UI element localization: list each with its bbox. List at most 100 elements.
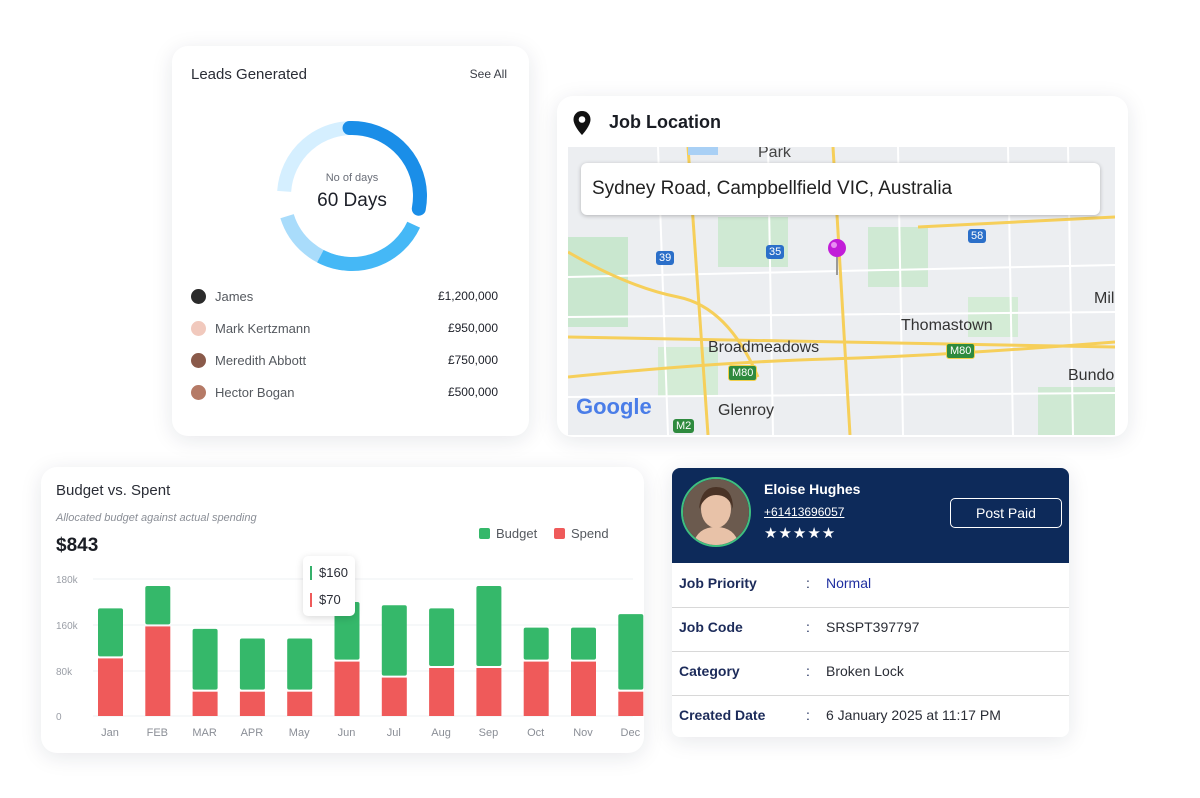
- leads-title: Leads Generated: [191, 66, 307, 83]
- detail-value: 6 January 2025 at 11:17 PM: [826, 707, 1001, 723]
- x-tick-label: May: [289, 727, 310, 739]
- map-label: Glenroy: [718, 402, 775, 419]
- x-tick-label: Jan: [101, 727, 119, 739]
- bar-budget[interactable]: [618, 614, 644, 690]
- route-shield: 35: [766, 245, 785, 259]
- bar-spend[interactable]: [523, 661, 549, 716]
- tooltip-budget: $160: [310, 566, 348, 580]
- lead-name: Mark Kertzmann: [215, 321, 311, 336]
- detail-key: Job Code: [679, 619, 743, 635]
- detail-key: Category: [679, 663, 740, 679]
- leads-generated-card: Leads Generated See All No of days 60 Da…: [172, 46, 529, 436]
- map-pin-icon[interactable]: [826, 237, 848, 277]
- donut-segment-blue: [277, 120, 427, 271]
- y-tick-label: 160k: [56, 621, 79, 632]
- bar-budget[interactable]: [98, 608, 123, 657]
- bar-spend[interactable]: [239, 691, 265, 716]
- bar-budget[interactable]: [239, 638, 265, 690]
- y-tick-label: 180k: [56, 575, 79, 586]
- job-location-card: Job Location: [557, 96, 1128, 437]
- lead-row[interactable]: Hector Bogan £500,000: [191, 384, 501, 404]
- profile-header: Eloise Hughes +61413696057 ★★★★★ Post Pa…: [672, 468, 1069, 563]
- bar-budget[interactable]: [334, 602, 360, 660]
- address-search-box[interactable]: Sydney Road, Campbellfield VIC, Australi…: [581, 163, 1100, 215]
- budget-subtitle: Allocated budget against actual spending: [56, 512, 257, 524]
- map-label: Broadmeadows: [708, 339, 820, 356]
- job-location-title: Job Location: [609, 112, 721, 132]
- bar-budget[interactable]: [523, 627, 549, 660]
- detail-value: Broken Lock: [826, 663, 904, 679]
- detail-colon: :: [806, 707, 810, 723]
- budget-title: Budget vs. Spent: [56, 482, 171, 499]
- route-shield: M80: [946, 343, 976, 359]
- map-label: Mil: [1094, 290, 1115, 307]
- customer-phone[interactable]: +61413696057: [764, 505, 845, 519]
- bar-spend[interactable]: [145, 626, 171, 716]
- x-tick-label: Oct: [527, 727, 544, 739]
- avatar: [191, 353, 206, 368]
- avatar: [191, 289, 206, 304]
- detail-row-job-code: Job Code : SRSPT397797: [672, 607, 1069, 652]
- bar-spend[interactable]: [381, 677, 407, 716]
- detail-row-created-date: Created Date : 6 January 2025 at 11:17 P…: [672, 695, 1069, 737]
- map-view[interactable]: Sydney Road, Campbellfield VIC, Australi…: [568, 147, 1115, 435]
- detail-row-priority: Job Priority : Normal: [672, 563, 1069, 608]
- days-donut-chart: No of days 60 Days: [262, 106, 442, 286]
- x-tick-label: Nov: [573, 727, 593, 739]
- bar-spend[interactable]: [618, 691, 644, 716]
- map-label: Bundo: [1068, 367, 1115, 384]
- legend-budget: Budget: [479, 526, 537, 541]
- lead-row[interactable]: Meredith Abbott £750,000: [191, 352, 501, 372]
- map-label: Park: [758, 147, 791, 161]
- lead-name: Hector Bogan: [215, 385, 295, 400]
- x-tick-label: FEB: [147, 727, 168, 739]
- lead-amount: £750,000: [447, 353, 498, 367]
- legend-spend: Spend: [554, 526, 609, 541]
- bar-budget[interactable]: [381, 605, 407, 676]
- budget-total: $843: [56, 535, 99, 556]
- see-all-link[interactable]: See All: [469, 67, 507, 81]
- detail-value: SRSPT397797: [826, 619, 920, 635]
- bar-spend[interactable]: [571, 661, 596, 716]
- donut-value: 60 Days: [317, 190, 387, 211]
- post-paid-button[interactable]: Post Paid: [950, 498, 1062, 528]
- lead-name: James: [215, 289, 254, 304]
- x-tick-label: Aug: [431, 727, 451, 739]
- bar-budget[interactable]: [192, 628, 218, 690]
- route-shield: M80: [728, 365, 758, 381]
- detail-value: Normal: [826, 575, 872, 591]
- bar-budget[interactable]: [287, 638, 313, 690]
- bar-spend[interactable]: [192, 691, 218, 716]
- route-shield: M2: [673, 419, 695, 433]
- lead-name: Meredith Abbott: [215, 353, 307, 368]
- bar-budget[interactable]: [476, 586, 502, 666]
- detail-colon: :: [806, 575, 810, 591]
- bar-spend[interactable]: [98, 658, 123, 716]
- chart-tooltip: $160 $70: [303, 556, 355, 616]
- bar-spend[interactable]: [287, 691, 313, 716]
- bar-budget[interactable]: [571, 627, 596, 660]
- budget-vs-spent-card: 0 80k 160k 180k Jan FEB MAR APR May Jun Jul Aug Sep O…: [41, 467, 644, 753]
- x-tick-label: Dec: [621, 727, 641, 739]
- lead-amount: £950,000: [447, 321, 498, 335]
- detail-key: Created Date: [679, 707, 766, 723]
- bar-budget[interactable]: [145, 586, 171, 625]
- location-pin-icon: [572, 110, 592, 141]
- bar-spend[interactable]: [476, 668, 502, 716]
- tooltip-spend: $70: [310, 593, 341, 607]
- budget-bar-chart: 0 80k 160k 180k Jan FEB MAR APR May Jun Jul Aug Sep O…: [56, 575, 644, 739]
- google-logo: Google: [576, 394, 652, 419]
- x-tick-label: Jul: [387, 727, 401, 739]
- bar-spend[interactable]: [429, 668, 455, 716]
- bar-budget[interactable]: [429, 608, 455, 666]
- avatar: [191, 385, 206, 400]
- avatar: [191, 321, 206, 336]
- address-text: Sydney Road, Campbellfield VIC, Australi…: [592, 178, 953, 199]
- detail-row-category: Category : Broken Lock: [672, 651, 1069, 696]
- detail-key: Job Priority: [679, 575, 757, 591]
- lead-row[interactable]: Mark Kertzmann £950,000: [191, 320, 501, 340]
- x-tick-label: APR: [241, 727, 264, 739]
- avatar: [681, 477, 751, 547]
- bar-spend[interactable]: [334, 661, 360, 716]
- lead-row[interactable]: James £1,200,000: [191, 288, 501, 308]
